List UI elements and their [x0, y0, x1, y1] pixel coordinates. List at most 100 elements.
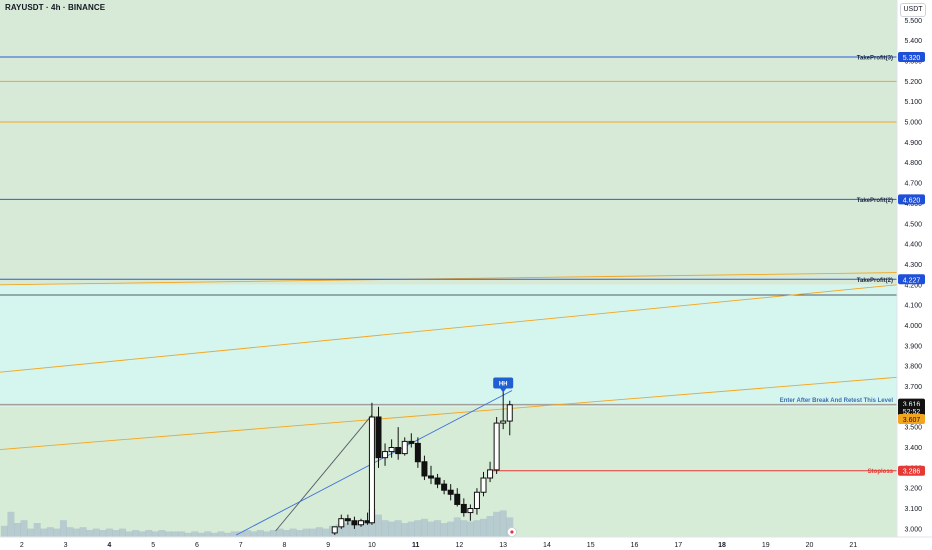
- y-tick-label: 4.300: [904, 262, 922, 269]
- price-badge-text: 52:52: [903, 409, 921, 416]
- volume-bar: [401, 523, 409, 537]
- volume-bar: [256, 530, 264, 537]
- candle-body: [368, 416, 375, 524]
- candle-body: [500, 420, 507, 424]
- volume-bar: [447, 521, 455, 537]
- stoploss-axis-badge-text: 3.286: [903, 469, 921, 476]
- volume-bar: [506, 517, 514, 537]
- y-tick-label: 4.500: [904, 221, 922, 228]
- volume-bar: [105, 528, 113, 537]
- y-tick-label: 5.500: [904, 18, 922, 25]
- x-tick-label: 5: [151, 542, 155, 549]
- zone-band-0: [0, 0, 897, 285]
- candle-body: [331, 526, 338, 534]
- y-tick-label: 4.100: [904, 303, 922, 310]
- x-tick-label: 16: [631, 542, 639, 549]
- volume-bar: [388, 521, 396, 537]
- candle-body: [480, 477, 487, 493]
- eye-marker-dot: [510, 530, 514, 534]
- x-tick-label: 21: [849, 542, 857, 549]
- volume-bar: [197, 532, 205, 537]
- y-tick-label: 4.200: [904, 282, 922, 289]
- stoploss-axis-badge: [898, 465, 925, 476]
- volume-bar: [322, 528, 330, 537]
- volume-bar: [434, 520, 442, 537]
- volume-bar: [132, 530, 140, 537]
- takeprofit-label: TakeProfit(3): [857, 55, 893, 61]
- volume-bar: [46, 527, 54, 537]
- y-tick-label: 5.300: [904, 59, 922, 66]
- y-tick-label: 3.700: [904, 384, 922, 391]
- volume-bar: [466, 521, 474, 537]
- volume-bar: [263, 531, 271, 537]
- candle-body: [388, 447, 395, 453]
- volume-bar: [145, 530, 153, 537]
- y-tick-label: 4.800: [904, 160, 922, 167]
- volume-bar: [499, 510, 507, 537]
- volume-bar: [394, 520, 402, 537]
- candle-body: [401, 440, 408, 455]
- x-axis-panel: [0, 537, 932, 550]
- volume-bar: [381, 520, 389, 537]
- entry-label: Enter After Break And Retest This Level: [780, 398, 894, 404]
- volume-bar: [151, 531, 159, 537]
- volume-bar: [204, 531, 212, 537]
- y-tick-label: 5.200: [904, 79, 922, 86]
- volume-bar: [283, 530, 291, 537]
- x-tick-label: 13: [499, 542, 507, 549]
- candle-body: [421, 461, 428, 477]
- volume-bar: [440, 523, 448, 537]
- candle-body: [493, 422, 500, 471]
- hh-badge: [493, 377, 514, 389]
- volume-bar: [112, 530, 120, 537]
- price-badge-text: 3.616: [903, 402, 921, 409]
- takeprofit-axis-badge: [898, 194, 925, 205]
- volume-bar: [191, 531, 199, 537]
- volume-bar: [7, 511, 15, 537]
- y-tick-label: 5.000: [904, 120, 922, 127]
- trend-line: [0, 376, 898, 450]
- volume-bar: [86, 530, 94, 537]
- currency-unit-button[interactable]: USDT: [900, 3, 926, 17]
- x-tick-label: 12: [456, 542, 464, 549]
- takeprofit-axis-badge-text: 5.320: [903, 55, 921, 62]
- volume-bar: [66, 527, 74, 537]
- candle-body: [357, 520, 364, 526]
- candle-body: [344, 518, 351, 522]
- volume-bar: [348, 521, 356, 537]
- volume-bar: [460, 520, 468, 537]
- candle-body: [351, 520, 358, 526]
- candle-body: [447, 489, 454, 495]
- volume-bar: [184, 532, 192, 537]
- y-tick-label: 3.500: [904, 425, 922, 432]
- price-badge: [898, 414, 925, 425]
- candle-body: [375, 416, 382, 459]
- hh-badge-text: HH: [499, 381, 508, 387]
- candle-body: [454, 493, 461, 505]
- candle-body: [506, 404, 513, 422]
- candle-body: [473, 491, 480, 510]
- x-tick-label: 20: [806, 542, 814, 549]
- stoploss-label: Stoploss: [868, 469, 894, 475]
- volume-bar: [20, 520, 28, 537]
- price-badge: [898, 405, 925, 416]
- candle-body: [487, 469, 494, 479]
- volume-bar: [355, 523, 363, 537]
- volume-bar: [99, 530, 107, 537]
- y-tick-label: 4.700: [904, 181, 922, 188]
- candle-body: [414, 442, 421, 463]
- zone-band-2: [0, 406, 897, 537]
- candle-body: [338, 518, 345, 528]
- takeprofit-axis-badge: [898, 274, 925, 285]
- volume-bar: [407, 521, 415, 537]
- y-tick-label: 4.600: [904, 201, 922, 208]
- volume-bar: [92, 528, 100, 537]
- y-tick-label: 3.000: [904, 526, 922, 533]
- candle-body: [441, 483, 448, 491]
- volume-bar: [480, 518, 488, 537]
- x-tick-label: 18: [718, 542, 726, 549]
- hh-badge-pointer: [500, 388, 507, 393]
- volume-bar: [296, 530, 304, 537]
